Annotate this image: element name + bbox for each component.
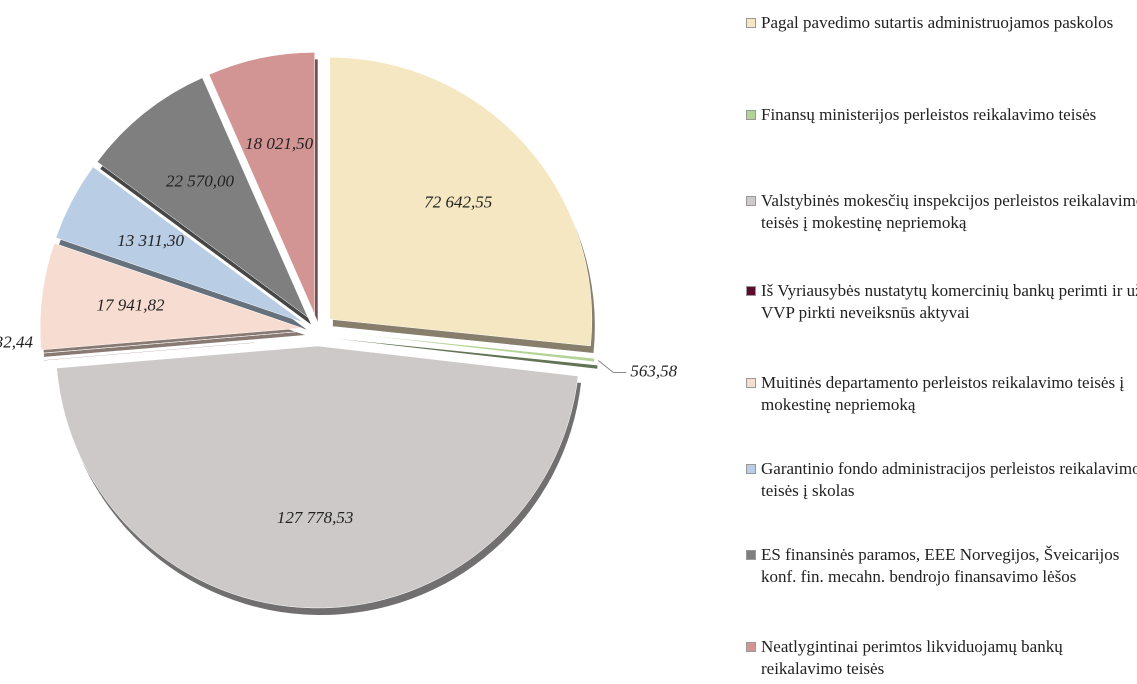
slice: [40, 331, 303, 354]
legend-label: Valstybinės mokesčių inspekcijos perleis…: [761, 191, 1137, 232]
slice: [39, 242, 303, 351]
data-label: 127 778,53: [277, 508, 354, 527]
legend-item: Garantinio fondo administracijos perleis…: [745, 458, 1137, 502]
slice: [333, 331, 595, 363]
data-label: 22 570,00: [166, 171, 235, 190]
legend-swatch: [746, 18, 756, 28]
slice: [208, 52, 315, 315]
slice-side: [43, 338, 306, 361]
legend-swatch: [746, 196, 756, 206]
legend-swatch: [746, 642, 756, 652]
slice: [55, 166, 304, 323]
legend-label: Iš Vyriausybės nustatytų komercinių bank…: [761, 281, 1137, 322]
legend-swatch: [746, 550, 756, 560]
legend-swatch: [746, 378, 756, 388]
data-label: 563,58: [630, 361, 677, 380]
legend-label: Neatlygintinai perimtos likviduojamų ban…: [761, 637, 1063, 678]
legend-item: Valstybinės mokesčių inspekcijos perleis…: [745, 190, 1137, 234]
legend-swatch: [746, 110, 756, 120]
leader-line: [598, 360, 627, 374]
legend-label: Finansų ministerijos perleistos reikalav…: [761, 105, 1097, 124]
legend-label: Muitinės departamento perleistos reikala…: [761, 373, 1125, 414]
legend-label: ES finansinės paramos, EEE Norvegijos, Š…: [761, 545, 1120, 586]
legend-item: Iš Vyriausybės nustatytų komercinių bank…: [745, 280, 1137, 324]
legend-swatch: [746, 464, 756, 474]
slice: [329, 57, 593, 347]
legend-item: ES finansinės paramos, EEE Norvegijos, Š…: [745, 544, 1137, 588]
data-label: 72 642,55: [424, 192, 492, 211]
legend-item: Muitinės departamento perleistos reikala…: [745, 372, 1137, 416]
slice: [96, 77, 309, 319]
slice: [56, 345, 579, 609]
legend-item: Pagal pavedimo sutartis administruojamos…: [745, 12, 1137, 34]
data-label: 18 021,50: [245, 134, 314, 153]
legend-item: Neatlygintinai perimtos likviduojamų ban…: [745, 636, 1137, 680]
legend-item: Finansų ministerijos perleistos reikalav…: [745, 104, 1137, 126]
legend-swatch: [746, 286, 756, 296]
chart: 72 642,55 563,58 127 778,53 32,44 17 941,82 1…: [0, 52, 678, 615]
slice-side: [336, 338, 598, 369]
legend-label: Pagal pavedimo sutartis administruojamos…: [761, 13, 1114, 32]
legend-label: Garantinio fondo administracijos perleis…: [761, 459, 1137, 500]
data-label: 17 941,82: [97, 296, 166, 315]
data-label: 32,44: [0, 333, 33, 352]
data-label: 13 311,30: [117, 231, 184, 250]
